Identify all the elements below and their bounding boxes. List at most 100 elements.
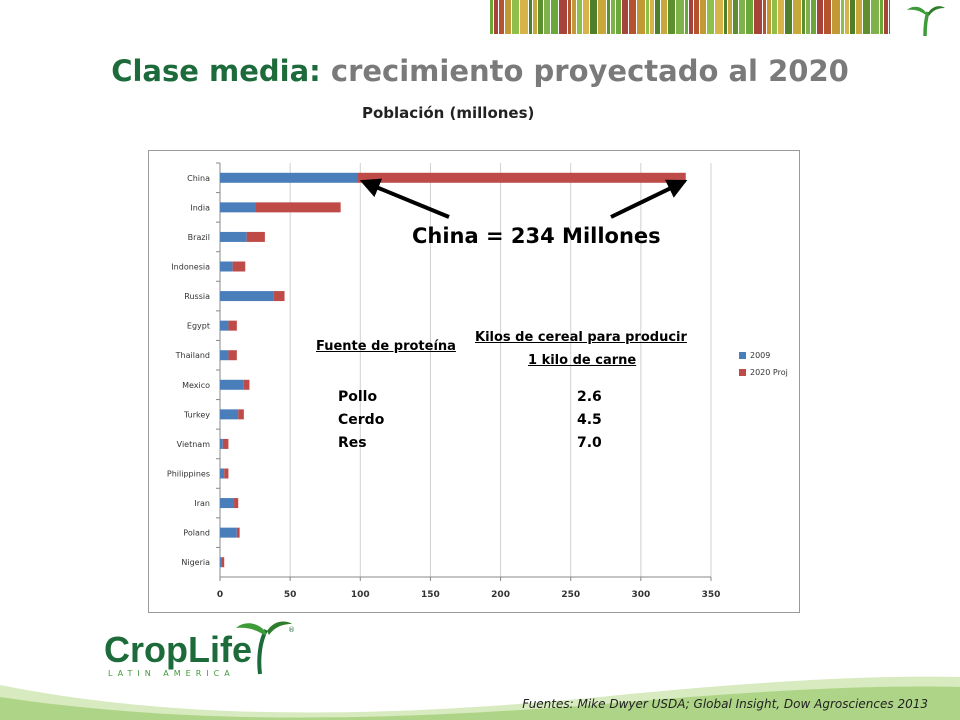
stripe — [817, 0, 823, 34]
stripe — [622, 0, 628, 34]
bar-2009 — [220, 231, 247, 242]
stripe — [856, 0, 862, 34]
stripe — [551, 0, 558, 34]
title-part2: crecimiento proyectado al 2020 — [330, 54, 849, 88]
bar-2009 — [220, 291, 274, 302]
stripe — [802, 0, 805, 34]
stripe — [505, 0, 511, 34]
protein-row-kilos: 7.0 — [577, 435, 602, 451]
legend-swatch — [739, 369, 746, 376]
logo-sprout-leaf-left — [236, 623, 266, 636]
stripe — [845, 0, 849, 34]
stripe — [685, 0, 688, 34]
protein-source-header: Fuente de proteína — [316, 339, 456, 354]
logo-sprout-leaf-right — [267, 621, 292, 635]
bar-2020-proj — [221, 557, 225, 568]
stripe — [811, 0, 816, 34]
bar-2009 — [220, 172, 358, 183]
slide-title: Clase media: crecimiento proyectado al 2… — [0, 54, 960, 88]
stripe — [512, 0, 519, 34]
x-tick-label: 150 — [421, 590, 440, 600]
bar-2020-proj — [273, 291, 285, 302]
stripe — [806, 0, 810, 34]
category-label: Iran — [194, 499, 210, 508]
bar-2020-proj — [238, 409, 244, 420]
logo-registered-mark: ® — [288, 626, 295, 634]
category-label: Turkey — [183, 410, 210, 419]
stripe — [607, 0, 610, 34]
stripe — [739, 0, 745, 34]
stripe — [616, 0, 621, 34]
stripe — [490, 0, 493, 34]
sprout-icon — [907, 6, 945, 37]
stripe — [590, 0, 597, 34]
stripe — [832, 0, 840, 34]
bar-2009 — [220, 438, 223, 449]
bar-2020-proj — [243, 379, 250, 390]
stripe — [499, 0, 504, 34]
stripe — [629, 0, 636, 34]
bar-2020-proj — [228, 350, 237, 361]
sources-footnote: Fuentes: Mike Dwyer USDA; Global Insight… — [522, 697, 928, 711]
stripe — [850, 0, 855, 34]
x-tick-label: 350 — [702, 590, 721, 600]
stripe — [700, 0, 706, 34]
bar-2020-proj — [246, 231, 265, 242]
stripe — [583, 0, 589, 34]
top-stripes-decoration — [490, 0, 890, 34]
stripe — [746, 0, 753, 34]
stripe — [646, 0, 649, 34]
kilos-header-line1: Kilos de cereal para producir — [475, 330, 687, 345]
legend-swatch — [739, 352, 746, 359]
category-label: Philippines — [167, 470, 210, 479]
stripe — [715, 0, 723, 34]
bar-2020-proj — [224, 468, 229, 479]
stripe — [793, 0, 801, 34]
x-tick-label: 250 — [561, 590, 580, 600]
bottom-swoosh-decoration — [0, 676, 960, 720]
category-label: India — [190, 203, 210, 212]
logo-wordmark: CropLife — [104, 629, 252, 670]
protein-row-source: Cerdo — [338, 412, 385, 428]
bar-2009 — [220, 202, 256, 213]
croplife-logo: CropLife ® LATIN AMERICA — [104, 621, 295, 678]
bar-2009 — [220, 350, 229, 361]
bar-2009 — [220, 320, 229, 331]
stripe — [824, 0, 831, 34]
callout-arrow-right — [610, 179, 688, 219]
bar-2020-proj — [236, 527, 240, 538]
category-label: Thailand — [175, 351, 210, 360]
bar-2020-proj — [255, 202, 341, 213]
stripe — [650, 0, 654, 34]
stripe — [772, 0, 777, 34]
bar-2009 — [220, 527, 237, 538]
x-tick-label: 100 — [351, 590, 370, 600]
stripe — [785, 0, 792, 34]
stripe — [559, 0, 567, 34]
title-part1: Clase media: — [111, 54, 321, 88]
callout-arrow-left — [359, 178, 450, 219]
stripe — [880, 0, 883, 34]
category-label: Vietnam — [177, 440, 211, 449]
legend-label: 2009 — [750, 351, 770, 360]
bar-2009 — [220, 498, 235, 509]
chart-frame: 0 50 100 150 200 250 300 350 China India Brazil Ind… — [148, 150, 800, 613]
chart-subtitle: Población (millones) — [362, 104, 535, 122]
stripe — [763, 0, 766, 34]
stripe — [707, 0, 714, 34]
stripe — [767, 0, 771, 34]
logo-sprout-stem — [257, 629, 268, 675]
stripe — [841, 0, 844, 34]
population-bar-chart: 0 50 100 150 200 250 300 350 China India Brazil Ind… — [167, 162, 788, 600]
stripe — [668, 0, 675, 34]
x-tick-label: 50 — [284, 590, 297, 600]
bar-2020-proj — [232, 261, 246, 272]
stripe — [568, 0, 571, 34]
stripe — [520, 0, 528, 34]
category-label: Poland — [183, 529, 210, 538]
bar-2020-proj — [222, 438, 229, 449]
stripe — [689, 0, 693, 34]
bar-2020-proj — [234, 498, 239, 509]
category-label: Brazil — [188, 233, 210, 242]
legend-label: 2020 Proj — [750, 368, 788, 377]
